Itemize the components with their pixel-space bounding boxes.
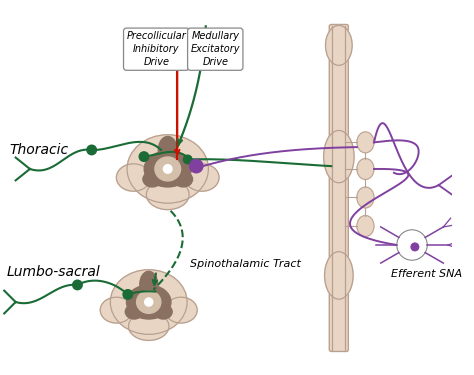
Ellipse shape: [155, 157, 181, 181]
Circle shape: [183, 155, 192, 164]
Text: Precollicular
Inhibitory
Drive: Precollicular Inhibitory Drive: [127, 31, 186, 68]
Circle shape: [164, 165, 172, 173]
Ellipse shape: [185, 164, 219, 191]
Ellipse shape: [326, 26, 352, 65]
Ellipse shape: [127, 285, 171, 319]
Ellipse shape: [144, 151, 191, 187]
Ellipse shape: [325, 252, 353, 299]
Ellipse shape: [357, 132, 374, 153]
Ellipse shape: [110, 270, 187, 334]
Circle shape: [190, 159, 203, 173]
Ellipse shape: [137, 291, 161, 314]
Ellipse shape: [158, 136, 177, 164]
Ellipse shape: [357, 187, 374, 208]
Circle shape: [73, 280, 82, 290]
Ellipse shape: [100, 297, 133, 323]
Text: Medullary
Excitatory
Drive: Medullary Excitatory Drive: [191, 31, 240, 68]
Ellipse shape: [127, 135, 209, 203]
Ellipse shape: [117, 164, 151, 191]
Ellipse shape: [165, 297, 197, 323]
Circle shape: [397, 230, 427, 260]
Ellipse shape: [357, 159, 374, 179]
Ellipse shape: [324, 130, 354, 183]
Text: Lumbo-sacral: Lumbo-sacral: [6, 265, 100, 279]
Ellipse shape: [146, 180, 189, 210]
Ellipse shape: [143, 171, 162, 187]
Circle shape: [123, 290, 133, 299]
Ellipse shape: [174, 171, 192, 187]
Text: Efferent SNA: Efferent SNA: [391, 268, 462, 279]
Ellipse shape: [125, 304, 143, 319]
Ellipse shape: [357, 216, 374, 237]
Circle shape: [139, 152, 149, 161]
Ellipse shape: [155, 304, 172, 319]
Ellipse shape: [140, 272, 158, 297]
FancyBboxPatch shape: [329, 24, 348, 351]
FancyBboxPatch shape: [332, 26, 346, 350]
Circle shape: [87, 145, 96, 155]
Circle shape: [145, 298, 153, 306]
Text: Spinothalamic Tract: Spinothalamic Tract: [190, 259, 301, 269]
Ellipse shape: [128, 312, 169, 340]
Text: Thoracic: Thoracic: [9, 143, 68, 157]
Circle shape: [411, 243, 419, 251]
